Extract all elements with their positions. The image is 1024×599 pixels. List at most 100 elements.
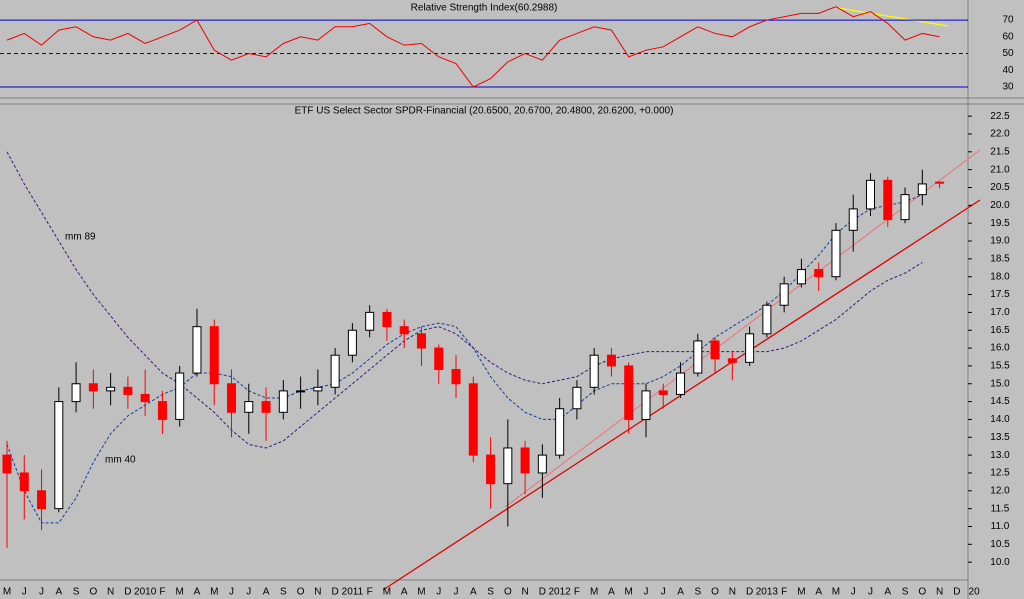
x-tick-label: F: [781, 587, 787, 598]
x-tick-label: J: [661, 587, 666, 598]
y-tick-label: 22.5: [990, 111, 1010, 122]
x-tick-label: D: [124, 587, 131, 598]
candle-body: [814, 269, 824, 278]
y-tick-label: 21.0: [990, 164, 1010, 175]
candle-body: [848, 208, 858, 231]
y-tick-label: 19.5: [990, 218, 1010, 229]
x-tick-label: S: [487, 587, 494, 598]
y-tick-label: 10.5: [990, 539, 1010, 550]
candle-body: [693, 340, 703, 374]
x-tick-label: J: [229, 587, 234, 598]
y-tick-label: 14.0: [990, 414, 1010, 425]
candle-body: [296, 390, 306, 393]
candle-body: [537, 454, 547, 474]
candle-body: [727, 358, 737, 363]
x-tick-label: N: [729, 587, 736, 598]
x-tick-label: A: [884, 587, 891, 598]
x-tick-label: N: [107, 587, 114, 598]
candle-body: [19, 472, 29, 492]
y-tick-label: 15.0: [990, 378, 1010, 389]
x-tick-label: D: [539, 587, 546, 598]
y-tick-label: 10.0: [990, 557, 1010, 568]
y-tick-label: 18.0: [990, 271, 1010, 282]
candle-body: [37, 490, 47, 510]
candle-body: [313, 386, 323, 392]
y-tick-label: 12.0: [990, 485, 1010, 496]
y-tick-label: 18.5: [990, 254, 1010, 265]
x-tick-label: A: [263, 587, 270, 598]
x-tick-label: F: [574, 587, 580, 598]
x-tick-label: J: [22, 587, 27, 598]
x-tick-label: J: [436, 587, 441, 598]
x-tick-label: M: [176, 587, 184, 598]
candle-body: [227, 383, 237, 413]
x-tick-label: D: [953, 587, 960, 598]
x-tick-label: M: [590, 587, 598, 598]
ma-label: mm 89: [65, 232, 96, 243]
x-tick-label: 20: [969, 587, 981, 598]
x-tick-label: A: [470, 587, 477, 598]
x-tick-label: J: [643, 587, 648, 598]
y-tick-label: 20.0: [990, 200, 1010, 211]
candle-body: [745, 333, 755, 363]
y-tick-label: 14.5: [990, 396, 1010, 407]
y-tick-label: 13.5: [990, 432, 1010, 443]
candle-body: [468, 383, 478, 456]
x-tick-label: J: [39, 587, 44, 598]
y-tick-label: 12.5: [990, 468, 1010, 479]
candle-body: [935, 181, 945, 184]
y-tick-label: 40: [1002, 65, 1014, 76]
candle-body: [123, 386, 133, 395]
x-tick-label: O: [297, 587, 305, 598]
rsi-trend-line: [837, 7, 949, 27]
x-tick-label: A: [55, 587, 62, 598]
x-tick-label: D: [746, 587, 753, 598]
x-tick-label: J: [454, 587, 459, 598]
candle-body: [54, 401, 64, 510]
y-tick-label: 13.0: [990, 450, 1010, 461]
candle-body: [503, 447, 513, 485]
candle-body: [572, 386, 582, 410]
candle-body: [883, 179, 893, 221]
candle-body: [641, 390, 651, 420]
candle-body: [710, 340, 720, 360]
candle-body: [382, 311, 392, 328]
x-tick-label: M: [210, 587, 218, 598]
x-tick-label: 2012: [549, 587, 572, 598]
x-tick-label: 2013: [756, 587, 779, 598]
x-tick-label: M: [3, 587, 11, 598]
candle-body: [486, 454, 496, 485]
x-tick-label: M: [832, 587, 840, 598]
candle-body: [347, 329, 357, 356]
candle-body: [157, 401, 167, 420]
candle-body: [589, 354, 599, 388]
candle-body: [71, 383, 81, 403]
moving-average: [6, 151, 923, 449]
y-tick-label: 60: [1002, 31, 1014, 42]
x-tick-label: A: [815, 587, 822, 598]
candle-body: [106, 386, 116, 392]
price-title: ETF US Select Sector SPDR-Financial (20.…: [295, 106, 674, 117]
candle-body: [416, 333, 426, 349]
y-tick-label: 50: [1002, 48, 1014, 59]
x-tick-label: J: [851, 587, 856, 598]
x-tick-label: M: [797, 587, 805, 598]
candle-body: [676, 372, 686, 395]
candle-body: [762, 304, 772, 335]
x-tick-label: F: [159, 587, 165, 598]
y-tick-label: 11.5: [991, 503, 1010, 514]
y-tick-label: 17.0: [990, 307, 1010, 318]
y-tick-label: 30: [1002, 82, 1014, 93]
x-tick-label: N: [521, 587, 528, 598]
y-tick-label: 16.5: [990, 325, 1010, 336]
candle-body: [278, 390, 288, 413]
rsi-line: [6, 6, 940, 88]
candle-body: [866, 179, 875, 210]
x-tick-label: O: [711, 587, 719, 598]
x-tick-label: 2010: [134, 587, 157, 598]
candle-body: [555, 408, 565, 456]
x-tick-label: A: [194, 587, 201, 598]
